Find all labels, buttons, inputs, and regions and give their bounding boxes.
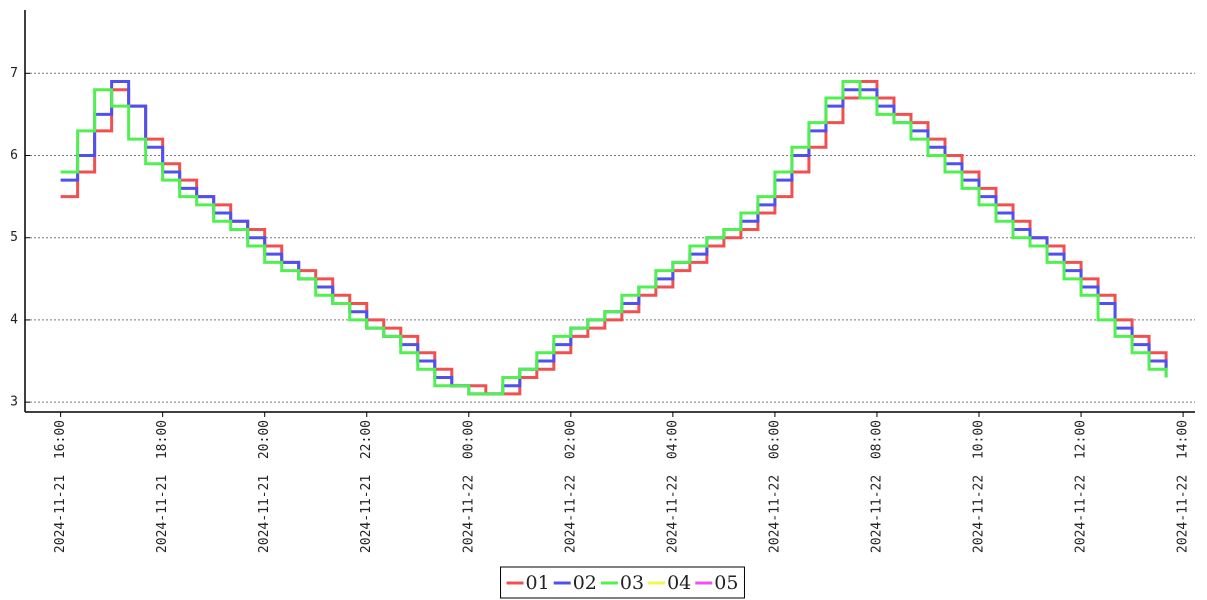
legend: 01 02 03 04 05 <box>500 566 745 599</box>
x-tick-label: 2024-11-21 16:00 <box>53 420 68 553</box>
x-tick-label: 2024-11-22 04:00 <box>665 420 680 553</box>
x-tick-label: 2024-11-22 10:00 <box>972 420 987 553</box>
series-line <box>60 80 1168 396</box>
x-tick-label: 2024-11-21 20:00 <box>257 420 272 553</box>
y-tick-label: 4 <box>10 312 18 327</box>
legend-label: 03 <box>620 572 644 594</box>
x-tick-label: 2024-11-22 12:00 <box>1074 420 1089 553</box>
x-tick-label: 2024-11-22 00:00 <box>461 420 476 553</box>
x-tick-label: 2024-11-21 22:00 <box>359 420 374 553</box>
x-tick-label: 2024-11-22 08:00 <box>869 420 884 553</box>
y-tick-label: 7 <box>10 66 18 81</box>
x-tick-label: 2024-11-22 02:00 <box>563 420 578 553</box>
x-tick-label: 2024-11-22 14:00 <box>1176 420 1191 553</box>
legend-label: 05 <box>714 572 738 594</box>
legend-label: 02 <box>573 572 597 594</box>
x-tick-label: 2024-11-22 06:00 <box>767 420 782 553</box>
y-tick-label: 3 <box>10 395 18 410</box>
x-tick-label: 2024-11-21 18:00 <box>155 420 170 553</box>
legend-label: 04 <box>667 572 691 594</box>
y-tick-label: 6 <box>10 148 18 163</box>
legend-label: 01 <box>526 572 550 594</box>
y-tick-label: 5 <box>10 230 18 245</box>
